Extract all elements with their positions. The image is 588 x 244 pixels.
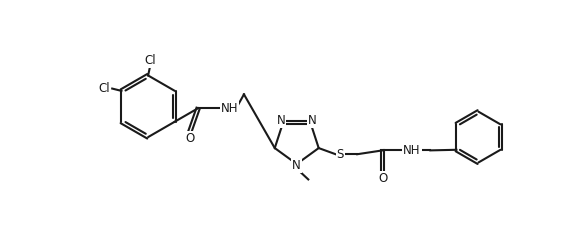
- Text: N: N: [276, 114, 285, 127]
- Text: NH: NH: [220, 102, 238, 115]
- Text: O: O: [378, 172, 387, 185]
- Text: Cl: Cl: [99, 82, 111, 95]
- Text: N: N: [308, 114, 317, 127]
- Text: S: S: [336, 148, 344, 161]
- Text: Cl: Cl: [145, 54, 156, 67]
- Text: NH: NH: [403, 144, 420, 157]
- Text: O: O: [185, 132, 195, 144]
- Text: N: N: [292, 159, 301, 172]
